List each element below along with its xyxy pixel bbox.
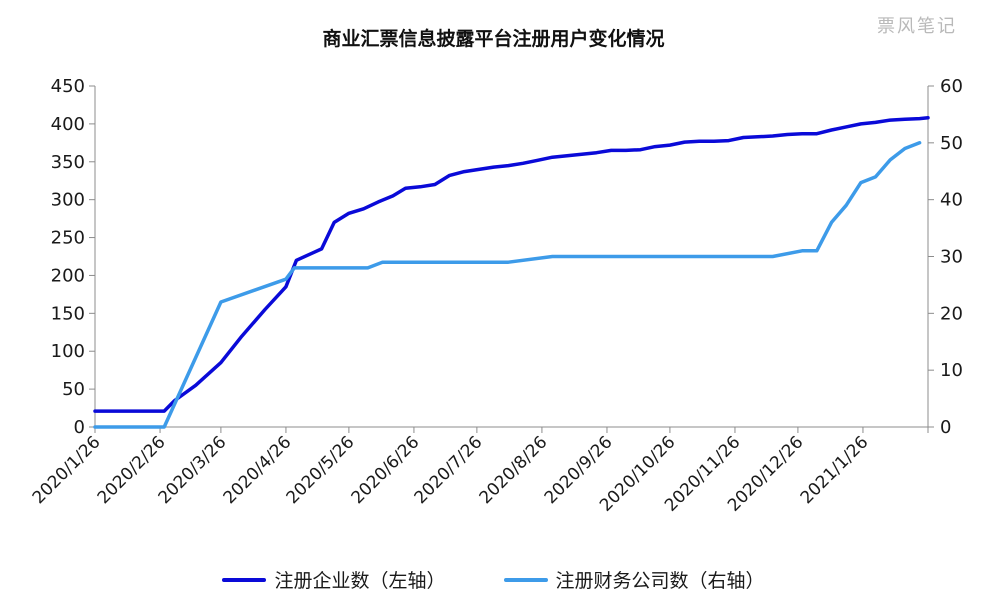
legend-swatch-finance: [503, 577, 548, 582]
x-tick-label: 2021/1/26: [797, 432, 873, 508]
x-tick-label: 2020/1/26: [29, 432, 105, 508]
y-left-tick-label: 0: [74, 417, 85, 438]
legend: 注册企业数（左轴） 注册财务公司数（右轴）: [0, 566, 987, 593]
y-right-tick-label: 0: [940, 417, 951, 438]
y-left-tick-label: 150: [51, 303, 85, 324]
y-left-tick-label: 200: [51, 265, 85, 286]
chart-title: 商业汇票信息披露平台注册用户变化情况: [322, 28, 665, 50]
x-tick-label: 2020/5/26: [283, 432, 359, 508]
y-left-tick-label: 250: [51, 228, 85, 249]
watermark-logo: 票风笔记: [877, 16, 957, 37]
series-line-finance: [93, 141, 922, 429]
x-tick-label: 2020/8/26: [476, 432, 552, 508]
legend-item-companies: 注册企业数（左轴）: [222, 566, 446, 593]
y-left-tick-label: 300: [51, 190, 85, 211]
y-left-tick-label: 450: [51, 76, 85, 97]
y-right-tick-label: 20: [940, 303, 963, 324]
y-right-tick-label: 60: [940, 76, 963, 97]
legend-swatch-companies: [222, 577, 267, 582]
y-left-tick-label: 100: [51, 341, 85, 362]
series-line-companies: [93, 116, 930, 413]
y-right-tick-label: 10: [940, 360, 963, 381]
y-left-tick-label: 50: [62, 379, 85, 400]
y-right-tick-label: 30: [940, 247, 963, 268]
y-right-tick-label: 40: [940, 190, 963, 211]
y-left-tick-label: 400: [51, 114, 85, 135]
legend-label-finance: 注册财务公司数（右轴）: [555, 570, 765, 592]
legend-item-finance: 注册财务公司数（右轴）: [503, 566, 765, 593]
y-left-tick-label: 350: [51, 152, 85, 173]
legend-label-companies: 注册企业数（左轴）: [274, 570, 446, 592]
y-right-tick-label: 50: [940, 133, 963, 154]
x-tick-label: 2020/7/26: [411, 432, 487, 508]
